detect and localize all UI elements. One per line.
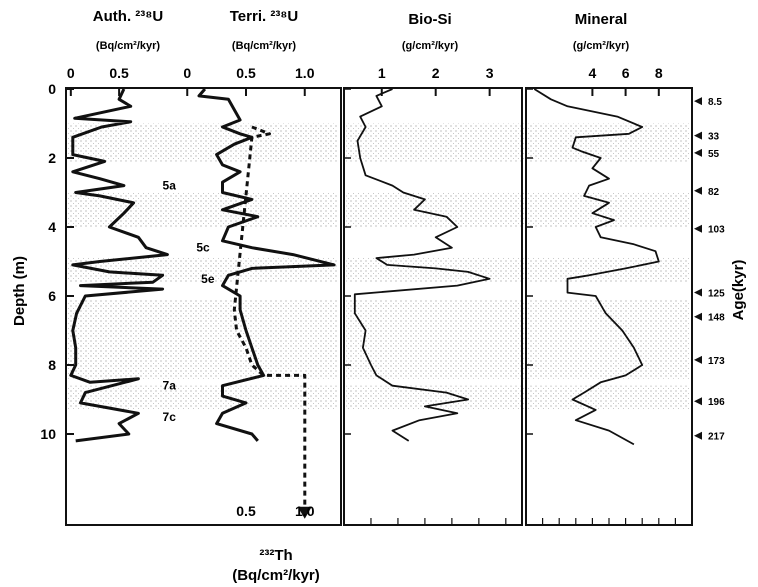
- th232-axis-unit: (Bq/cm²/kyr): [232, 567, 320, 584]
- depth-tick-label: 0: [48, 81, 56, 97]
- age-label: 196: [708, 397, 725, 408]
- stage-label: 5c: [196, 241, 210, 255]
- title-auth-u238: Auth. ²³⁸U: [93, 8, 163, 25]
- x-tick-label: 4: [589, 65, 597, 81]
- depth-tick-label: 4: [48, 219, 56, 235]
- stage-label: 5e: [201, 272, 215, 286]
- axis-ticks: [66, 88, 677, 525]
- x-tick-label: 6: [622, 65, 630, 81]
- stage-annotations: 5a 5c 5e 7a 7c: [163, 179, 215, 424]
- age-marker: [694, 288, 702, 297]
- data-series: [69, 88, 660, 519]
- stage-label: 7c: [163, 410, 177, 424]
- shaded-band-right-1: [346, 192, 690, 227]
- shaded-band-right-3: [346, 299, 690, 379]
- age-marker: [694, 131, 702, 140]
- shaded-band-left-3: [68, 299, 338, 379]
- age-marker: [694, 148, 702, 157]
- shaded-band-right-4: [346, 385, 690, 410]
- age-marker: [694, 397, 702, 406]
- shaded-bands: [68, 123, 690, 410]
- x-tick-label: 0: [67, 65, 75, 81]
- shaded-band-right-0: [346, 123, 690, 162]
- age-label: 125: [708, 289, 725, 300]
- age-label: 8.5: [708, 97, 722, 108]
- age-marker: [694, 431, 702, 440]
- age-marker: [694, 224, 702, 233]
- panel-frame-biosi: [343, 87, 523, 526]
- th232-arrow-head: [297, 506, 312, 519]
- x-tick-label: 2: [432, 65, 440, 81]
- age-label: 217: [708, 432, 725, 443]
- title-mineral: Mineral: [575, 11, 628, 28]
- series-line-panel1-1: [232, 125, 307, 517]
- x-tick-label: 0.5: [109, 65, 129, 81]
- x-tick-label: 0.5: [236, 65, 256, 81]
- depth-tick-label: 2: [48, 150, 56, 166]
- age-label: 103: [708, 225, 725, 236]
- age-marker: [694, 312, 702, 321]
- shaded-band-left-4: [68, 385, 338, 410]
- x-tick-label: 3: [486, 65, 494, 81]
- unit-terri-u238: (Bq/cm²/kyr): [232, 40, 297, 52]
- y-axis-label: Depth (m): [11, 256, 28, 326]
- stage-label: 7a: [163, 379, 177, 393]
- depth-tick-label: 6: [48, 288, 56, 304]
- tick-labels: 0 2 4 6 8 10 0 0.5 0 0.5 1.0 1 2 3 4 6 8 0.5 1.0: [40, 65, 662, 519]
- series-line-panel1-0: [197, 88, 336, 442]
- series-line-panel0-0: [69, 88, 169, 443]
- th232-axis-label: ²³²Th: [259, 547, 292, 564]
- age-label: 55: [708, 149, 720, 160]
- x-tick-label: 8: [655, 65, 663, 81]
- age-markers: 8.5 33 55 82 103 125 148 173 196 217: [694, 97, 725, 443]
- stage-label: 5a: [163, 179, 177, 193]
- x-tick-label: 0: [183, 65, 191, 81]
- th232-tick-label: 0.5: [236, 503, 256, 519]
- depth-tick-label: 10: [40, 426, 56, 442]
- th232-tick-label: 1.0: [295, 503, 315, 519]
- age-label: 173: [708, 356, 725, 367]
- series-line-panel3-0: [533, 88, 660, 446]
- age-marker: [694, 97, 702, 106]
- age-marker: [694, 186, 702, 195]
- age-label: 148: [708, 313, 725, 324]
- age-axis-label: Age(kyr): [730, 260, 747, 321]
- title-terri-u238: Terri. ²³⁸U: [230, 8, 298, 25]
- shaded-band-left-0: [68, 123, 338, 162]
- age-marker: [694, 355, 702, 364]
- unit-mineral: (g/cm²/kyr): [573, 40, 630, 52]
- age-label: 33: [708, 132, 720, 143]
- panel-frame-left: [65, 87, 342, 526]
- shaded-band-right-2: [346, 258, 690, 283]
- unit-auth-u238: (Bq/cm²/kyr): [96, 40, 161, 52]
- x-tick-label: 1: [378, 65, 386, 81]
- unit-biosi: (g/cm²/kyr): [402, 40, 459, 52]
- series-line-panel2-0: [353, 88, 491, 442]
- age-label: 82: [708, 187, 720, 198]
- title-biosi: Bio-Si: [408, 11, 451, 28]
- depth-tick-label: 8: [48, 357, 56, 373]
- shaded-band-left-2: [68, 258, 338, 283]
- x-tick-label: 1.0: [295, 65, 315, 81]
